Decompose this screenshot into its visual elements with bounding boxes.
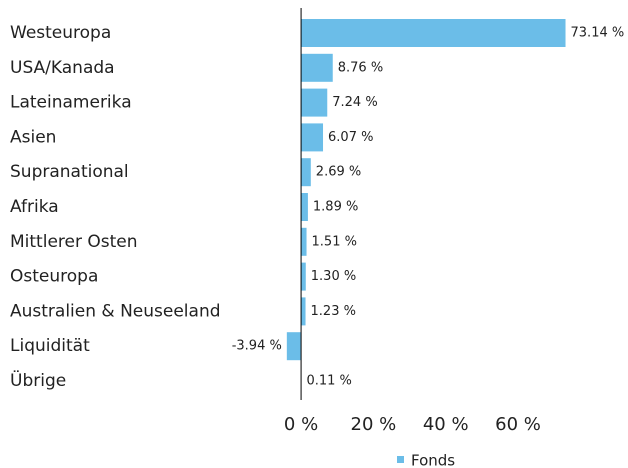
data-label: 0.11 % — [306, 374, 351, 389]
data-label: 8.76 % — [338, 60, 383, 75]
bar — [301, 88, 328, 117]
x-tick-label: 20 % — [351, 414, 397, 435]
data-label: 1.89 % — [313, 200, 358, 215]
x-tick-label: 60 % — [495, 414, 541, 435]
bar — [301, 19, 566, 47]
bar — [301, 53, 333, 82]
bar — [286, 332, 302, 361]
data-label: 2.69 % — [316, 165, 361, 180]
category-label: Asien — [10, 127, 56, 147]
bar — [301, 297, 306, 326]
data-label: 6.07 % — [328, 130, 373, 145]
legend-label: Fonds — [411, 452, 455, 468]
category-label: Liquidität — [10, 336, 90, 356]
data-label: 7.24 % — [332, 95, 377, 110]
bar — [301, 227, 307, 256]
bar — [301, 262, 306, 291]
category-label: Australien & Neuseeland — [10, 301, 221, 321]
data-label: -3.94 % — [232, 339, 282, 354]
category-label: Supranational — [10, 162, 129, 182]
category-label: Lateinamerika — [10, 93, 132, 113]
category-label: Mittlerer Osten — [10, 232, 138, 252]
category-label: USA/Kanada — [10, 58, 115, 78]
x-tick-label: 0 % — [284, 414, 318, 435]
data-label: 1.30 % — [311, 269, 356, 284]
category-label: Afrika — [10, 197, 59, 217]
data-label: 1.23 % — [311, 304, 356, 319]
x-tick-label: 40 % — [423, 414, 469, 435]
data-label: 1.51 % — [312, 234, 357, 249]
category-label: Osteuropa — [10, 267, 98, 287]
bar — [301, 158, 311, 187]
data-label: 73.14 % — [571, 26, 625, 41]
bar — [301, 193, 308, 221]
bar — [301, 123, 324, 152]
legend-swatch — [397, 456, 404, 463]
category-label: Übrige — [10, 369, 66, 391]
category-label: Westeuropa — [10, 23, 111, 43]
